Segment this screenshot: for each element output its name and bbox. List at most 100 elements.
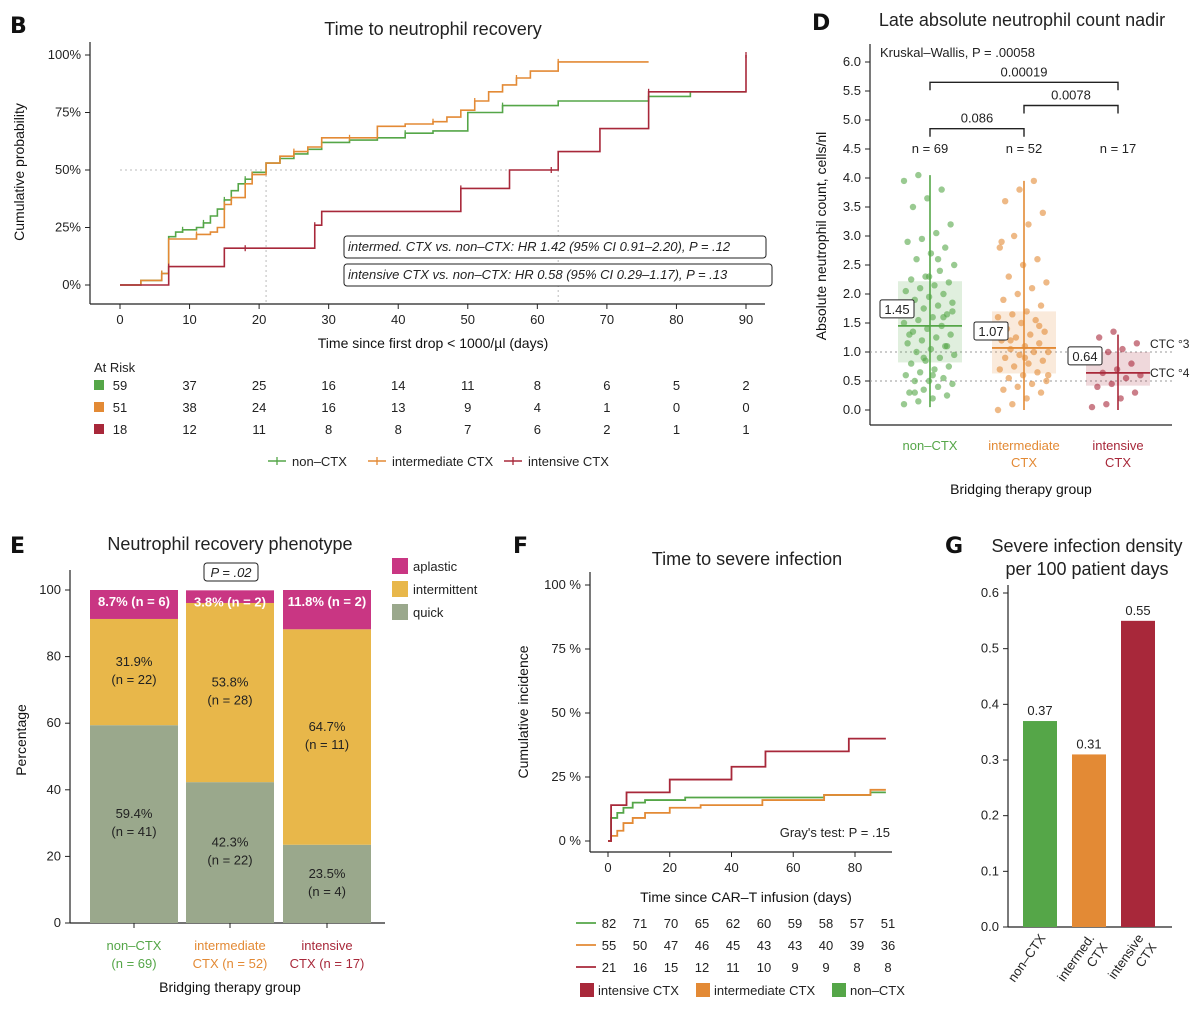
- data-point: [1027, 331, 1034, 338]
- data-point: [1019, 261, 1027, 269]
- data-point: [1043, 279, 1050, 286]
- risk-table-value: 10: [757, 960, 771, 975]
- y-tick-label: 0%: [62, 277, 81, 292]
- y-tick-label: 4.5: [843, 141, 861, 156]
- y-tick-label: 40: [47, 782, 61, 797]
- data-point: [936, 267, 944, 274]
- y-tick-label: 3.0: [843, 228, 861, 243]
- at-risk-value: 59: [113, 378, 127, 393]
- risk-table-value: 58: [819, 916, 833, 931]
- data-point: [1028, 285, 1036, 292]
- at-risk-value: 0: [742, 400, 749, 415]
- at-risk-swatch: [94, 424, 104, 434]
- data-point: [1032, 316, 1039, 324]
- at-risk-value: 25: [252, 378, 266, 393]
- data-point: [940, 374, 947, 382]
- risk-table-value: 16: [633, 960, 647, 975]
- y-tick-label: 20: [47, 848, 61, 863]
- data-point: [900, 401, 908, 408]
- data-point: [1021, 354, 1029, 361]
- panel-label-f: F: [513, 534, 528, 559]
- significance-bracket: [1023, 104, 1119, 114]
- bar-quick: [186, 782, 274, 923]
- bar-value-label: 53.8%: [212, 675, 249, 690]
- data-point: [918, 337, 926, 344]
- y-tick-label: 2.0: [843, 286, 861, 301]
- data-point: [916, 285, 924, 292]
- bar-value-label: 0.31: [1076, 736, 1101, 751]
- data-point: [900, 319, 908, 327]
- panel-d-chart: Late absolute neutrophil count nadir0.00…: [813, 10, 1190, 497]
- bar-value-label: (n = 22): [111, 672, 156, 687]
- bar: [1023, 721, 1057, 927]
- data-point: [949, 308, 956, 315]
- y-tick-label: 80: [47, 649, 61, 664]
- annotation-box: [343, 235, 767, 259]
- bar-value-label: 3.8% (n = 2): [194, 594, 266, 609]
- legend-label: intermediate CTX: [714, 983, 815, 998]
- x-tick-label: CTX (n = 17): [290, 956, 365, 971]
- x-tick-label: 50: [461, 312, 475, 327]
- data-point: [938, 186, 945, 193]
- y-tick-label: 2.5: [843, 257, 861, 272]
- y-tick-label: 6.0: [843, 54, 861, 69]
- data-point: [947, 331, 954, 338]
- at-risk-value: 8: [395, 422, 402, 437]
- median-label: 1.07: [978, 324, 1003, 339]
- x-tick-label: 0: [116, 312, 123, 327]
- data-point: [1034, 369, 1041, 376]
- test-label: Gray's test: P = .15: [780, 825, 890, 840]
- data-point: [1113, 366, 1121, 373]
- data-point: [1010, 363, 1018, 370]
- bar-value-label: 59.4%: [116, 806, 153, 821]
- risk-table-value: 40: [819, 938, 833, 953]
- y-tick-label: 0.0: [843, 402, 861, 417]
- data-point: [1088, 403, 1096, 411]
- bar-value-label: (n = 28): [207, 693, 252, 708]
- data-point: [915, 316, 922, 324]
- at-risk-value: 1: [673, 422, 680, 437]
- data-point: [915, 171, 922, 179]
- data-point: [1045, 372, 1052, 379]
- bar-aplastic: [283, 590, 371, 630]
- data-point: [1036, 322, 1043, 330]
- data-point: [925, 293, 933, 301]
- median-label: 0.64: [1072, 349, 1097, 364]
- data-point: [940, 314, 947, 321]
- at-risk-value: 37: [182, 378, 196, 393]
- data-point: [943, 392, 951, 399]
- data-point: [1025, 221, 1032, 228]
- y-tick-label: 5.0: [843, 112, 861, 127]
- x-tick-label: (n = 69): [111, 956, 156, 971]
- test-label: Kruskal–Wallis, P = .00058: [880, 45, 1035, 60]
- x-tick-label: non–CTX: [1005, 931, 1049, 985]
- median-label-box: [973, 321, 1009, 341]
- at-risk-value: 8: [325, 422, 332, 437]
- p-value-label: P = .02: [210, 565, 252, 580]
- data-point: [1128, 360, 1135, 367]
- data-point: [929, 314, 936, 321]
- data-point: [929, 372, 936, 379]
- x-tick-label: 10: [182, 312, 196, 327]
- risk-table-value: 62: [726, 916, 740, 931]
- data-point: [1023, 395, 1030, 402]
- data-point: [913, 348, 920, 356]
- data-point: [1001, 198, 1009, 205]
- y-tick-label: 0.5: [981, 641, 999, 656]
- x-tick-label: CTX: [1105, 455, 1131, 470]
- at-risk-value: 16: [321, 378, 335, 393]
- y-tick-label: 0.6: [981, 585, 999, 600]
- at-risk-value: 51: [113, 400, 127, 415]
- x-tick-label: CTX: [1011, 455, 1037, 470]
- data-point: [906, 389, 913, 396]
- x-tick-label: 0: [604, 860, 611, 875]
- at-risk-value: 11: [461, 378, 475, 393]
- data-point: [902, 287, 909, 295]
- significance-bracket: [929, 81, 1119, 91]
- risk-table-value: 82: [602, 916, 616, 931]
- legend-label: intensive CTX: [598, 983, 679, 998]
- at-risk-value: 14: [391, 378, 405, 393]
- significance-label: 0.00019: [1001, 64, 1048, 79]
- at-risk-value: 9: [464, 400, 471, 415]
- data-point: [1009, 401, 1016, 408]
